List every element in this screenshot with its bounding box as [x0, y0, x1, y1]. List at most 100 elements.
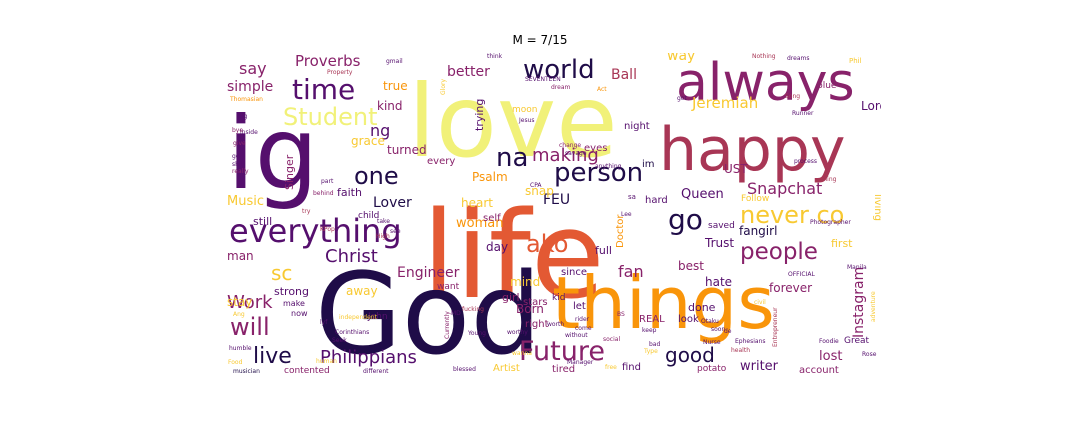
word-first: first	[831, 237, 853, 250]
word-try: try	[302, 208, 311, 215]
word-bye: bye	[232, 127, 243, 134]
word-big: big	[238, 113, 247, 120]
word-dream: dream	[551, 84, 571, 91]
word-go-small: go	[232, 153, 240, 160]
word-make: make	[283, 299, 305, 308]
word-change: change	[559, 142, 581, 149]
word-otaku: Otaku	[701, 318, 719, 325]
word-behind: behind	[313, 190, 334, 197]
word-away: away	[346, 284, 378, 298]
word-manager: Manager	[567, 359, 594, 366]
word-process: process	[794, 158, 817, 165]
word-better: better	[447, 64, 490, 80]
word-god: God	[315, 250, 541, 380]
word-wanna: wanna	[512, 350, 532, 357]
word-let: let	[573, 301, 586, 312]
word-great: Great	[844, 336, 870, 346]
word-true: true	[383, 79, 408, 93]
word-account: account	[799, 365, 839, 376]
word-blue: blue	[817, 81, 837, 91]
word-worthy: worthy	[507, 329, 528, 336]
word-never-co: never co	[740, 201, 844, 229]
word-snapchat: Snapchat	[747, 179, 822, 198]
word-hard: hard	[645, 195, 668, 206]
word-kid: kid	[552, 293, 565, 303]
word-stars: stars	[523, 297, 548, 308]
word-foodie: Foodie	[819, 338, 839, 345]
word-go: go	[668, 203, 703, 236]
word-psalm: Psalm	[472, 170, 508, 184]
word-think: think	[487, 53, 503, 60]
word-human: human	[316, 358, 337, 365]
word-see: see	[390, 228, 401, 235]
word-fangirl: fangirl	[739, 224, 777, 238]
word-ust: UST	[724, 162, 748, 176]
word-currently: Currently	[444, 311, 451, 339]
word-grace: grace	[351, 134, 385, 148]
word-bs: BS	[617, 311, 625, 318]
word-humble: humble	[229, 345, 252, 352]
word-nurse: Nurse	[703, 339, 721, 346]
word-trying: trying	[473, 99, 486, 131]
word-soon: soon	[711, 326, 725, 333]
word-come: come	[575, 325, 592, 332]
word-strong: strong	[274, 285, 309, 298]
word-man: man	[227, 249, 254, 263]
word-now: now	[291, 309, 308, 318]
word-done: done	[688, 301, 716, 314]
word-snap: snap	[525, 184, 554, 198]
word-time: time	[292, 73, 355, 106]
word-without: without	[565, 332, 588, 339]
word-lover: Lover	[373, 195, 412, 211]
word-woman: woman	[456, 216, 503, 231]
word-person: person	[554, 158, 643, 188]
word-gmail: gmail	[386, 58, 403, 65]
word-photographer: Photographer	[810, 219, 851, 226]
word-still: still	[253, 215, 272, 228]
word-part: part	[321, 178, 334, 185]
word-proverbs: Proverbs	[295, 53, 361, 70]
word-instagram: Instagram	[851, 267, 867, 338]
word-rider: rider	[575, 316, 590, 323]
word-faith: faith	[337, 186, 362, 199]
word-life: life	[422, 187, 605, 326]
word-health: health	[731, 347, 750, 354]
word-singer: Singer	[283, 154, 296, 190]
word-savage: savage	[565, 150, 587, 157]
word-high: High	[376, 233, 390, 240]
word-keep: keep	[642, 327, 657, 334]
word-will: will	[230, 313, 270, 341]
word-corinthians: Corinthians	[335, 329, 369, 336]
word-work: Work	[227, 292, 273, 313]
word-sc: sc	[271, 261, 292, 285]
word-self: self	[483, 213, 501, 224]
word-world: world	[523, 55, 595, 85]
word-always: always	[676, 53, 855, 113]
word-born: Born	[516, 302, 544, 316]
word-mind: mind	[510, 275, 540, 289]
word-one: one	[354, 162, 399, 190]
word-ig: ig	[227, 95, 318, 212]
word-de: de	[724, 328, 732, 335]
word-night: night	[624, 121, 650, 132]
word-adventure: adventure	[870, 291, 877, 322]
word-glory: Glory	[440, 79, 447, 95]
word-future: Future	[519, 336, 605, 367]
word-anything: anything	[595, 163, 622, 170]
word-dreams: dreams	[787, 55, 809, 62]
word-forever: forever	[769, 281, 812, 295]
word-phil: Phil	[849, 57, 862, 65]
word-simple: simple	[227, 79, 273, 95]
word-take: take	[377, 218, 390, 225]
word-feu: FEU	[543, 192, 570, 208]
word-young: Young	[467, 330, 486, 337]
word-nothing: Nothing	[752, 53, 776, 60]
word-im: im	[642, 159, 655, 170]
word-follow: Follow	[741, 194, 769, 204]
word-cloud-area: life love God things happy ig always eve…	[225, 53, 881, 381]
word-stay: stay	[227, 295, 252, 309]
word-ball: Ball	[611, 67, 637, 83]
word-best: best	[678, 259, 704, 273]
word-living: living	[872, 194, 881, 221]
